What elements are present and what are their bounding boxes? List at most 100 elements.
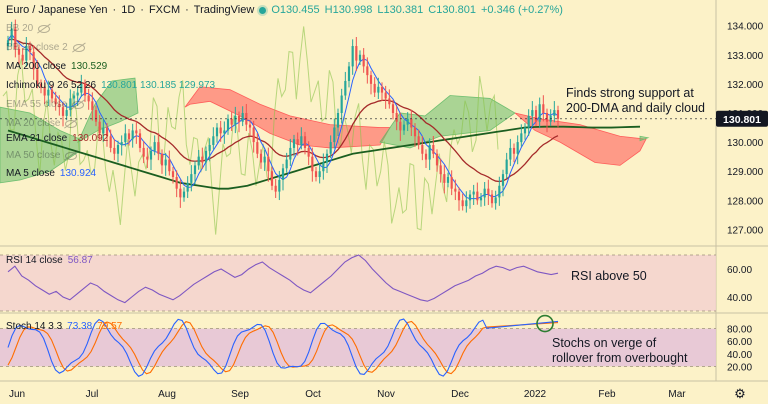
annotation-line: Stochs on verge of [552, 336, 657, 350]
candle-body [457, 191, 461, 201]
indicator-label: MA 20 close [6, 118, 61, 129]
indicator-legend-item[interactable]: BB 20 [6, 23, 51, 34]
candle-body [465, 200, 468, 207]
candle-body [490, 194, 494, 204]
candle-body [494, 197, 497, 204]
hidden-eye-icon[interactable] [65, 119, 78, 128]
indicator-label: EMA 21 close [6, 133, 68, 144]
candle-body [237, 115, 241, 122]
candle-body [461, 200, 464, 207]
candle-body [87, 95, 90, 102]
candle-body [424, 153, 428, 160]
candle-body [219, 127, 222, 134]
indicator-legend-item[interactable]: Ichimoku 9 26 52 26 130.801 130.185 129.9… [6, 80, 215, 91]
candle-body [36, 69, 39, 84]
candle-body [43, 86, 46, 96]
indicator-legend-item[interactable]: MA 200 close 130.529 [6, 61, 107, 72]
hidden-eye-icon[interactable] [72, 43, 85, 52]
annotation-line: Finds strong support at [566, 86, 694, 100]
candle-body [39, 83, 43, 87]
indicator-legend-item[interactable]: EMA 21 close 130.092 [6, 133, 108, 144]
ohlc-open: O130.455 [271, 4, 320, 16]
candle-body [204, 150, 208, 163]
time-tick-label: 2022 [524, 389, 547, 400]
candle-body [417, 136, 420, 146]
candle-body [336, 112, 340, 128]
candle-body [193, 165, 197, 175]
timeframe[interactable]: 1D [121, 4, 136, 16]
candle-body [402, 124, 406, 131]
candle-body [366, 66, 369, 76]
candle-body [483, 188, 486, 198]
rsi-value: 56.87 [67, 255, 93, 266]
candle-body [252, 127, 255, 143]
candle-body [296, 139, 299, 146]
candle-body [534, 110, 538, 122]
indicator-legend-item[interactable]: BB 20 close 2 [6, 42, 85, 53]
candle-body [175, 177, 178, 189]
candle-body [10, 28, 13, 41]
candle-body [83, 83, 87, 96]
candle-body [406, 118, 409, 125]
candle-body [388, 98, 391, 105]
candle-body [50, 89, 54, 99]
time-tick-label: Aug [158, 389, 176, 400]
indicator-label: MA 5 close [6, 168, 55, 179]
price-tick-label: 128.000 [727, 196, 764, 207]
candle-body [102, 127, 105, 134]
hidden-eye-icon[interactable] [65, 151, 78, 160]
candle-body [395, 112, 398, 122]
indicator-legend-item[interactable]: MA 20 close [6, 118, 78, 129]
candle-body [182, 191, 186, 198]
candle-body [498, 185, 501, 198]
candle-body [17, 48, 21, 55]
candle-body [256, 142, 259, 154]
candle-body [263, 156, 266, 163]
candle-body [292, 139, 296, 148]
candle-body [14, 28, 17, 49]
candle-body [314, 171, 318, 178]
current-price-label: 130.801 [723, 114, 761, 126]
candle-body [501, 174, 505, 186]
candle-body [428, 145, 431, 160]
candle-body [358, 54, 362, 61]
stoch-k-line [7, 318, 559, 377]
candle-body [432, 145, 435, 154]
candle-body [553, 110, 556, 116]
candle-body [325, 153, 329, 163]
indicator-value: 130.924 [59, 168, 97, 179]
indicator-legend-item[interactable]: MA 50 close [6, 150, 78, 161]
time-tick-label: Jul [86, 389, 99, 400]
candle-body [109, 136, 112, 148]
current-price-tag [716, 110, 768, 127]
hidden-eye-icon[interactable] [38, 24, 51, 33]
settings-gear-icon[interactable]: ⚙ [734, 386, 746, 401]
candle-body [300, 136, 303, 146]
candle-body [505, 159, 508, 175]
hidden-eye-icon[interactable] [72, 100, 85, 109]
candle-body [333, 127, 336, 143]
candle-body [278, 179, 281, 192]
symbol-name[interactable]: Euro / Japanese Yen [6, 4, 108, 16]
candle-body [138, 133, 142, 148]
candle-body [516, 142, 519, 154]
candle-body [439, 165, 442, 175]
indicator-legend-item[interactable]: EMA 55 close [6, 99, 85, 110]
candle-body [384, 92, 387, 99]
price-tick-label: 130.000 [727, 138, 764, 149]
ichimoku-cloud [0, 77, 650, 184]
candle-body [98, 121, 101, 134]
candle-body [190, 174, 193, 183]
indicator-legend-item[interactable]: MA 5 close 130.924 [6, 168, 96, 179]
candle-body [410, 118, 413, 128]
candle-body [69, 98, 72, 111]
candle-body [538, 104, 541, 122]
candle-body [157, 142, 160, 154]
candle-body [142, 147, 145, 157]
chikou-line [2, 26, 499, 235]
candle-body [21, 54, 24, 61]
candle-body [113, 147, 116, 154]
candle-body [520, 133, 523, 143]
